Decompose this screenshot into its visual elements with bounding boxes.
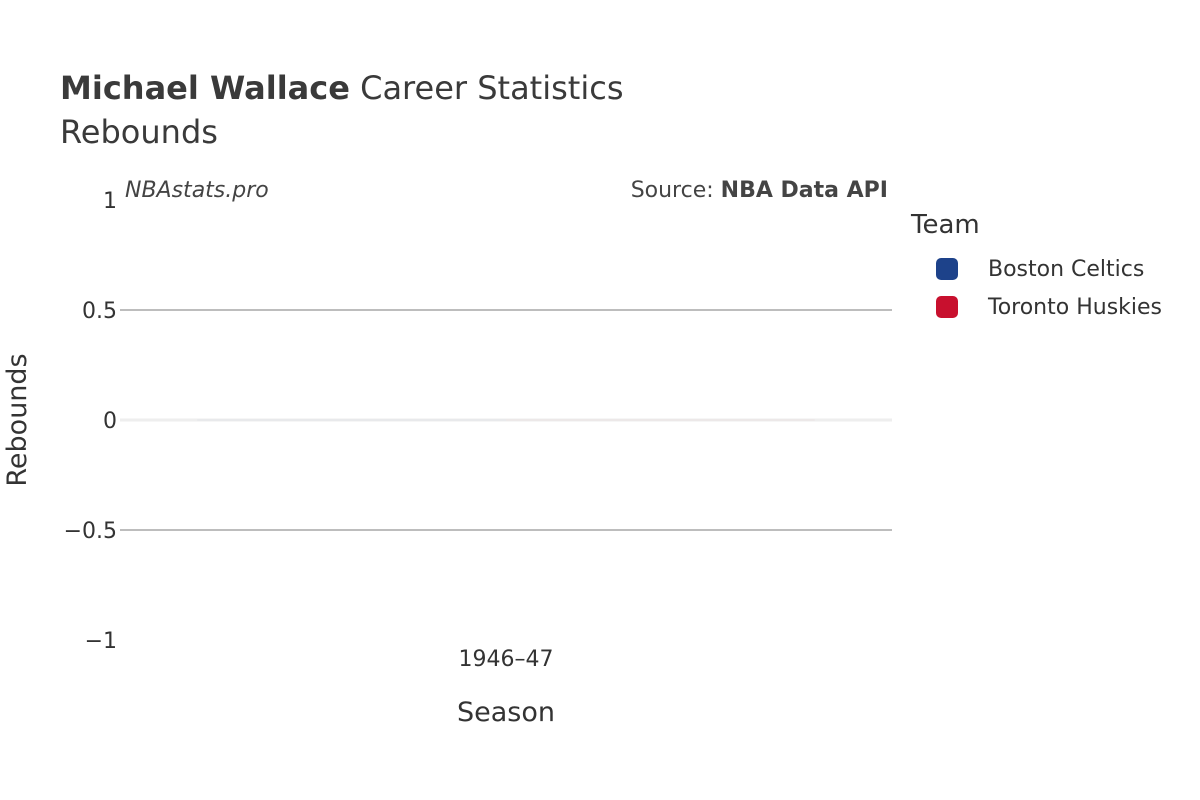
bars [197, 419, 815, 421]
legend-swatch-toronto-huskies [936, 296, 958, 318]
legend: Team Boston Celtics Toronto Huskies [911, 210, 1162, 326]
x-tick-labels: 1946–47 [459, 647, 554, 672]
legend-label: Boston Celtics [988, 256, 1145, 282]
source-name: NBA Data API [720, 178, 888, 203]
y-tick-label: −1 [85, 629, 117, 654]
legend-item-boston-celtics[interactable]: Boston Celtics [911, 250, 1162, 288]
y-tick-labels: 1 0.5 0 −0.5 −1 [64, 189, 117, 654]
grid-lines [120, 309, 892, 531]
player-name: Michael Wallace [60, 69, 350, 107]
legend-title: Team [911, 210, 980, 240]
y-tick-label: −0.5 [64, 519, 117, 544]
x-axis-label: Season [457, 697, 555, 728]
legend-swatch-boston-celtics [936, 258, 958, 280]
legend-label: Toronto Huskies [988, 294, 1163, 320]
bar-boston-celtics[interactable] [197, 419, 506, 421]
y-tick-label: 1 [103, 189, 117, 214]
source-prefix: Source: [630, 178, 721, 203]
x-tick-label: 1946–47 [459, 647, 554, 672]
bar-toronto-huskies[interactable] [506, 419, 815, 421]
y-axis-label: Rebounds [2, 353, 33, 486]
title-suffix: Career Statistics [360, 69, 624, 107]
legend-item-toronto-huskies[interactable]: Toronto Huskies [911, 288, 1162, 326]
y-tick-label: 0 [103, 409, 117, 434]
source-credit: Source: NBA Data API [631, 178, 888, 203]
watermark: NBAstats.pro [125, 178, 269, 203]
chart-title: Michael Wallace Career Statistics [60, 68, 623, 108]
chart-subtitle: Rebounds [60, 113, 218, 151]
y-tick-label: 0.5 [82, 299, 117, 324]
